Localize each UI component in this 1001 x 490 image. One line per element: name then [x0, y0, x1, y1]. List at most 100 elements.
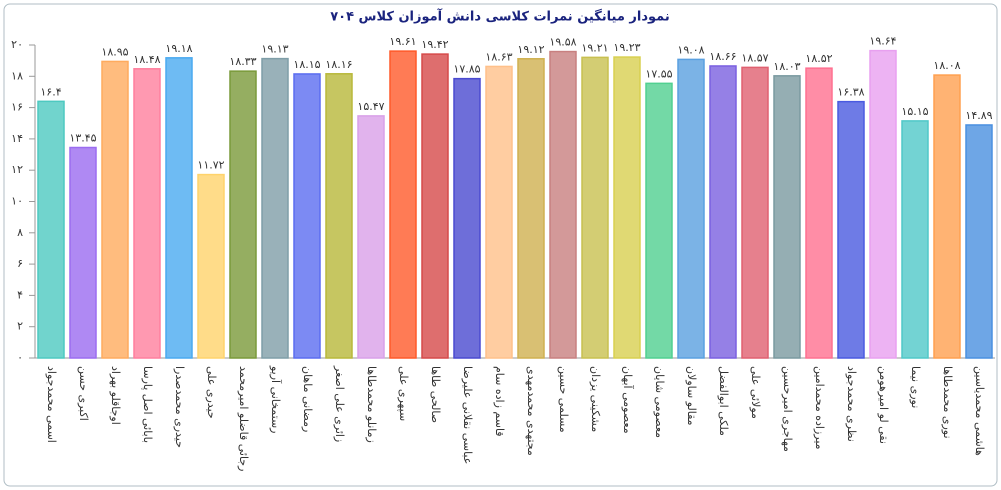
bar	[261, 57, 289, 359]
x-tick-label: عباسی نقلانی علیرضا	[461, 366, 474, 464]
bar	[901, 120, 929, 359]
value-label: ۱۹.۱۸	[165, 42, 192, 55]
bar	[613, 56, 641, 359]
value-label: ۱۸.۴۸	[133, 53, 160, 66]
bar	[805, 67, 833, 359]
bar	[229, 70, 257, 359]
bar	[933, 74, 961, 359]
bar	[197, 173, 225, 359]
x-tick-label: رجائی قاضلو امیرمحمد	[237, 366, 250, 471]
x-tick-label: مسلمی حسین	[557, 366, 570, 433]
bar	[325, 73, 353, 359]
y-tick-label: ۱۰	[11, 195, 23, 208]
y-tick-label: ۸	[17, 226, 23, 239]
value-label: ۱۹.۲۱	[581, 41, 608, 54]
x-tick-label: مهاجری امیرحسین	[781, 366, 794, 452]
value-label: ۱۱.۷۲	[197, 159, 224, 172]
value-label: ۱۴.۸۹	[965, 109, 992, 122]
value-label: ۱۷.۸۵	[453, 63, 480, 76]
y-tick-label: ۱۸	[11, 69, 23, 82]
bar	[357, 115, 385, 359]
x-tick-label: نوری نیما	[909, 366, 922, 408]
x-tick-label: مجتهدی محمدمهدی	[525, 366, 538, 456]
value-label: ۱۹.۰۸	[677, 43, 704, 56]
value-label: ۱۸.۰۳	[773, 60, 800, 73]
bar	[517, 58, 545, 359]
value-label: ۱۵.۴۷	[357, 100, 384, 113]
x-tick-label: هاشمی محمدیاسین	[973, 366, 986, 456]
x-tick-label: اوجاقلو بهراد	[109, 366, 122, 425]
value-label: ۱۹.۱۳	[261, 43, 288, 56]
value-label: ۱۸.۶۳	[485, 50, 512, 63]
y-tick-label: ۱۶	[11, 101, 23, 114]
x-tick-label: رمضانی ماهان	[301, 366, 314, 432]
x-tick-label: بابائی اصل پارسا	[141, 366, 154, 443]
bar	[837, 100, 865, 359]
y-tick-label: ۴	[17, 288, 23, 301]
x-tick-label: اکبری حسن	[77, 366, 90, 421]
x-tick-label: نقی لو امیرهومن	[877, 366, 890, 444]
value-label: ۱۸.۰۸	[933, 59, 960, 72]
bar	[421, 53, 449, 359]
x-tick-label: حیدری محمدصدرا	[173, 366, 186, 448]
bar	[133, 68, 161, 359]
x-tick-label: معصومی آبهان	[621, 366, 635, 434]
value-label: ۱۵.۱۵	[901, 105, 928, 118]
x-tick-label: زائری علی اصغر	[333, 365, 346, 442]
bar	[869, 49, 897, 359]
value-label: ۱۸.۵۲	[805, 52, 832, 65]
value-label: ۱۶.۴	[40, 85, 61, 98]
x-tick-label: مولائی علی	[749, 366, 762, 419]
value-label: ۱۷.۵۵	[645, 67, 672, 80]
chart-frame	[3, 3, 998, 487]
x-tick-label: نظری محمدجواد	[845, 366, 858, 442]
bar	[581, 56, 609, 359]
value-label: ۱۹.۵۸	[549, 36, 576, 49]
x-tick-label: رستمخانی آریو	[269, 365, 283, 434]
bar	[485, 65, 513, 359]
x-tick-label: زمانلو محمدطاها	[365, 366, 378, 443]
value-label: ۱۸.۵۷	[741, 51, 768, 64]
bar	[645, 82, 673, 359]
value-label: ۱۹.۴۲	[421, 38, 448, 51]
value-label: ۱۹.۱۲	[517, 43, 544, 56]
value-label: ۱۸.۳۳	[229, 55, 256, 68]
x-tick-label: نوری محمدطاها	[941, 366, 954, 439]
y-tick-label: ۱۴	[11, 132, 23, 145]
value-label: ۱۶.۳۸	[837, 86, 864, 99]
x-tick-label: قاسم زاده سام	[493, 366, 506, 437]
x-tick-label: سپهری علی	[397, 366, 410, 421]
bar	[709, 65, 737, 359]
chart-title: نمودار میانگین نمرات کلاسی دانش آموزان ک…	[330, 8, 670, 25]
value-label: ۱۸.۱۶	[325, 58, 352, 71]
bar	[741, 66, 769, 359]
x-tick-label: اسمی محمدجواد	[45, 366, 58, 443]
value-label: ۱۹.۲۳	[613, 41, 640, 54]
value-label: ۱۹.۶۴	[869, 35, 896, 48]
bar	[773, 75, 801, 359]
bar	[293, 73, 321, 359]
x-tick-label: معصومی شایان	[653, 366, 666, 438]
value-label: ۱۸.۶۶	[709, 50, 736, 63]
x-tick-label: میرزاده محمدامین	[813, 366, 826, 450]
bar	[389, 50, 417, 359]
bar	[69, 146, 97, 359]
x-tick-label: مقالو ساولان	[685, 366, 698, 426]
value-label: ۱۳.۴۵	[69, 132, 96, 145]
bar	[453, 77, 481, 359]
value-label: ۱۸.۹۵	[101, 45, 128, 58]
value-label: ۱۸.۱۵	[293, 58, 320, 71]
bar	[965, 124, 993, 359]
y-tick-label: ۶	[17, 257, 23, 270]
y-tick-label: ۱۲	[11, 163, 23, 176]
bar	[165, 57, 193, 359]
x-tick-label: حیدری علی	[205, 366, 218, 419]
value-label: ۱۹.۶۱	[389, 35, 416, 48]
x-tick-label: صالحی طاها	[429, 366, 442, 423]
bar	[101, 60, 129, 359]
bar	[677, 58, 705, 359]
y-tick-label: ۲۰	[11, 38, 23, 51]
bar	[549, 50, 577, 359]
y-tick-label: ۰	[17, 351, 23, 364]
